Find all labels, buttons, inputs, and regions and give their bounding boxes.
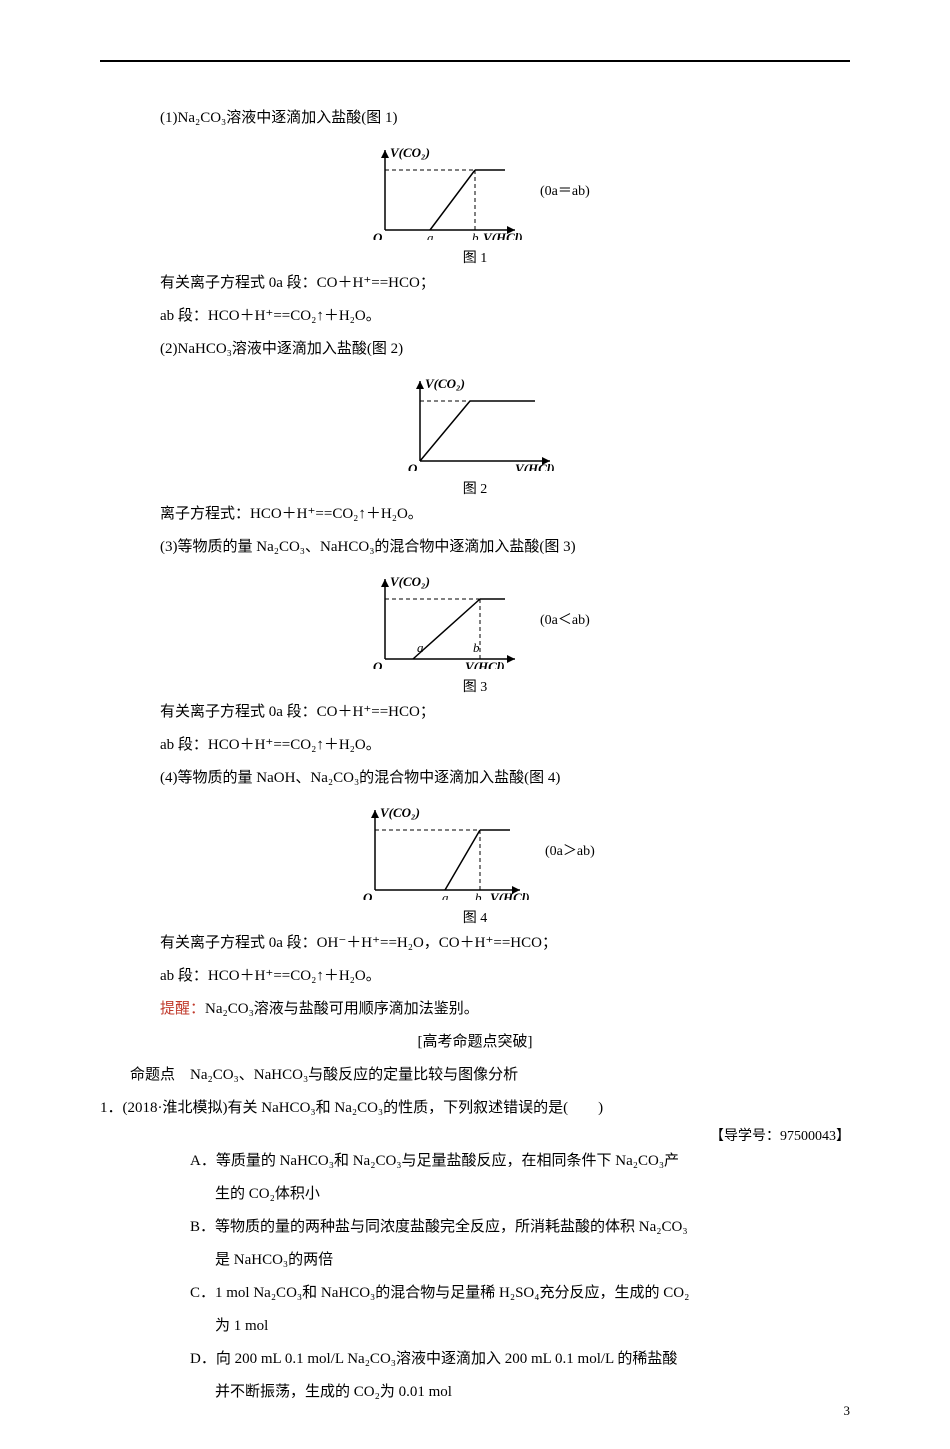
item4-eq-ab: ab 段：HCO＋H⁺==CO₂↑＋H₂O。 [160, 960, 850, 993]
option-a-1: A．等质量的 NaHCO₃和 Na₂CO₃与足量盐酸反应，在相同条件下 Na₂C… [190, 1145, 850, 1178]
fig1-caption: 图 1 [100, 247, 850, 267]
fig1-note: (0a＝ab) [540, 184, 590, 199]
svg-text:V(CO₂): V(CO₂) [425, 376, 465, 391]
item3-eq-0a: 有关离子方程式 0a 段：CO＋H⁺==HCO； [160, 696, 850, 729]
topic: 命题点 Na₂CO₃、NaHCO₃与酸反应的定量比较与图像分析 [130, 1059, 850, 1092]
item3-heading: (3)等物质的量 Na₂CO₃、NaHCO₃的混合物中逐滴加入盐酸(图 3) [160, 531, 850, 564]
question-tag: 【导学号：97500043】 [100, 1125, 850, 1145]
figure-2: V(CO₂) O V(HCl) 图 2 [100, 371, 850, 498]
item1-eq-0a: 有关离子方程式 0a 段：CO＋H⁺==HCO； [160, 267, 850, 300]
svg-text:b: b [475, 890, 482, 900]
option-d-1: D．向 200 mL 0.1 mol/L Na₂CO₃溶液中逐滴加入 200 m… [190, 1343, 850, 1376]
svg-text:(0a＞ab): (0a＞ab) [545, 844, 595, 859]
svg-text:V(CO₂): V(CO₂) [380, 805, 420, 820]
a-label: a [427, 230, 434, 240]
figure-4: V(CO₂) O a b V(HCl) (0a＞ab) 图 4 [100, 800, 850, 927]
fig3-caption: 图 3 [100, 676, 850, 696]
svg-text:O: O [363, 890, 373, 900]
fig2-caption: 图 2 [100, 478, 850, 498]
hint-line: 提醒：Na₂CO₃溶液与盐酸可用顺序滴加法鉴别。 [160, 993, 850, 1026]
svg-text:a: a [417, 640, 424, 655]
section-title: [高考命题点突破] [100, 1026, 850, 1059]
question-stem: 1．(2018·淮北模拟)有关 NaHCO₃和 Na₂CO₃的性质，下列叙述错误… [100, 1092, 850, 1125]
option-c-2: 为 1 mol [215, 1310, 850, 1343]
option-a-2: 生的 CO₂体积小 [215, 1178, 850, 1211]
item2-heading: (2)NaHCO₃溶液中逐滴加入盐酸(图 2) [160, 333, 850, 366]
figure-3: V(CO₂) O a b V(HCl) (0a＜ab) 图 3 [100, 569, 850, 696]
ylabel: V(CO₂) [390, 145, 430, 160]
fig4-caption: 图 4 [100, 907, 850, 927]
svg-text:(0a＜ab): (0a＜ab) [540, 613, 590, 628]
top-rule [100, 60, 850, 62]
hint-label: 提醒： [160, 1001, 205, 1017]
origin-label: O [373, 230, 383, 240]
svg-text:b: b [473, 640, 480, 655]
svg-text:O: O [408, 461, 418, 471]
hint-text: Na₂CO₃溶液与盐酸可用顺序滴加法鉴别。 [205, 1001, 479, 1017]
item4-eq-0a: 有关离子方程式 0a 段：OH⁻＋H⁺==H₂O，CO＋H⁺==HCO； [160, 927, 850, 960]
option-b-2: 是 NaHCO₃的两倍 [215, 1244, 850, 1277]
page-number: 3 [844, 1403, 851, 1419]
b-label: b [472, 230, 479, 240]
svg-text:O: O [373, 659, 383, 669]
svg-text:V(CO₂): V(CO₂) [390, 574, 430, 589]
svg-text:V(HCl): V(HCl) [515, 461, 555, 471]
item4-heading: (4)等物质的量 NaOH、Na₂CO₃的混合物中逐滴加入盐酸(图 4) [160, 762, 850, 795]
svg-text:V(HCl): V(HCl) [490, 890, 530, 900]
item3-eq-ab: ab 段：HCO＋H⁺==CO₂↑＋H₂O。 [160, 729, 850, 762]
option-b-1: B．等物质的量的两种盐与同浓度盐酸完全反应，所消耗盐酸的体积 Na₂CO₃ [190, 1211, 850, 1244]
option-d-2: 并不断振荡，生成的 CO₂为 0.01 mol [215, 1376, 850, 1409]
option-c-1: C．1 mol Na₂CO₃和 NaHCO₃的混合物与足量稀 H₂SO₄充分反应… [190, 1277, 850, 1310]
item1-heading: (1)Na₂CO₃溶液中逐滴加入盐酸(图 1) [160, 102, 850, 135]
svg-text:V(HCl): V(HCl) [465, 659, 505, 669]
item1-eq-ab: ab 段：HCO＋H⁺==CO₂↑＋H₂O。 [160, 300, 850, 333]
xlabel: V(HCl) [483, 230, 523, 240]
svg-text:a: a [442, 890, 449, 900]
item2-eq: 离子方程式：HCO＋H⁺==CO₂↑＋H₂O。 [160, 498, 850, 531]
figure-1: V(CO₂) O a b V(HCl) (0a＝ab) 图 1 [100, 140, 850, 267]
